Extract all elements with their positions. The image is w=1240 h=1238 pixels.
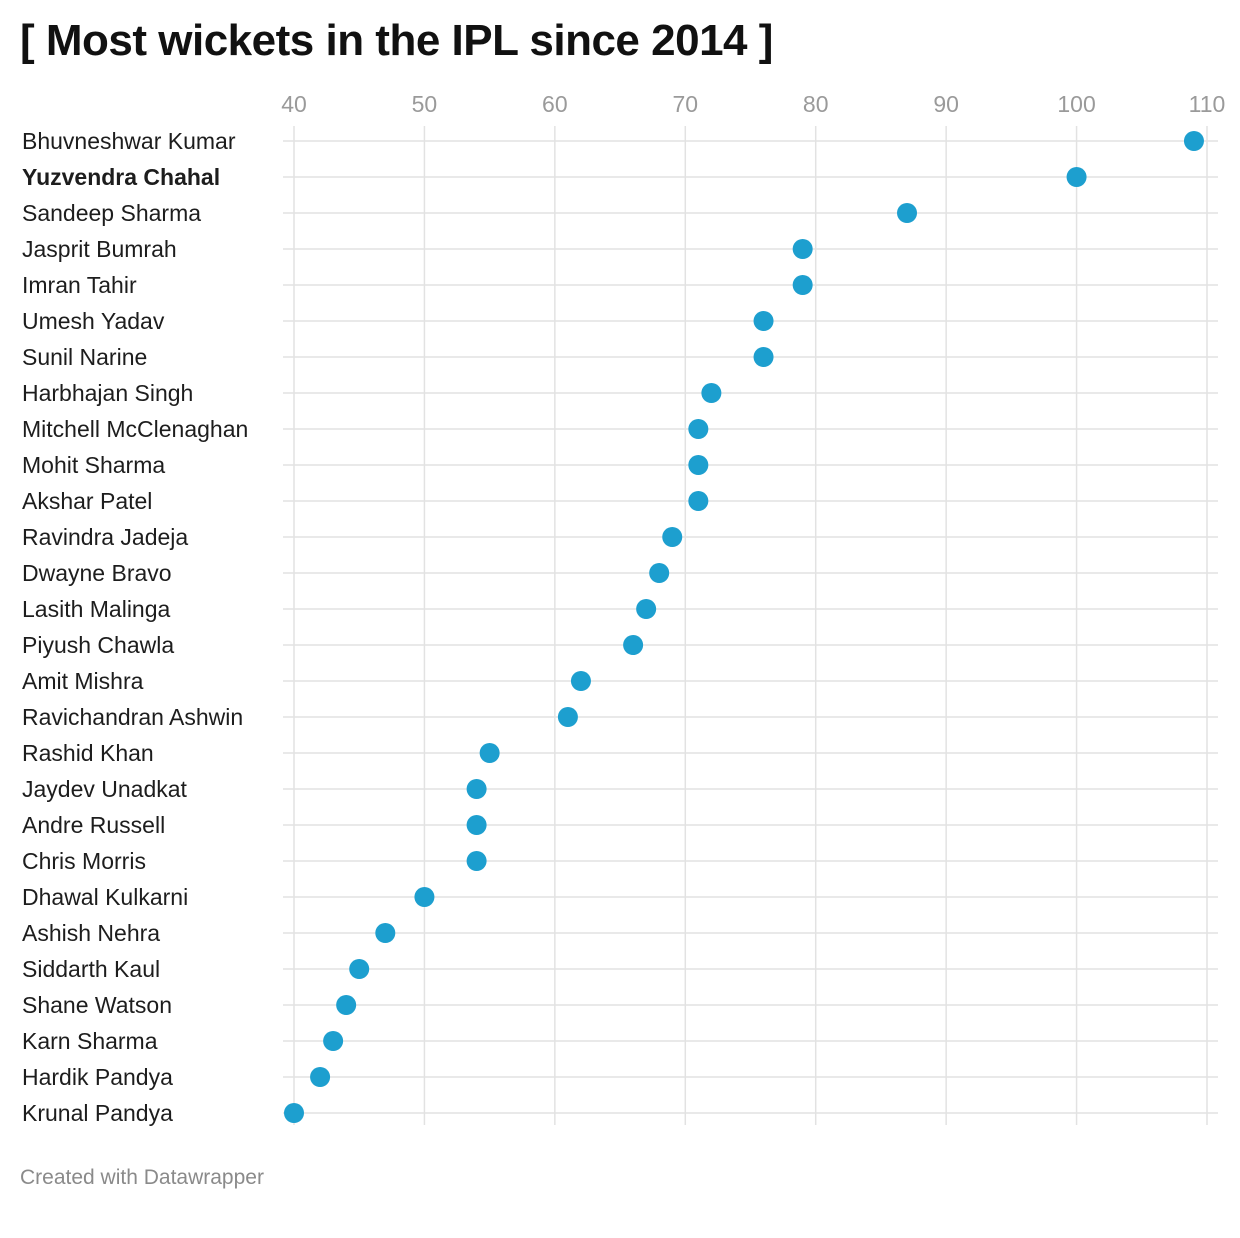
category-label: Yuzvendra Chahal <box>22 164 220 190</box>
category-labels: Bhuvneshwar Kumar Yuzvendra Chahal Sandeep… <box>22 128 248 1126</box>
x-tick-label: 60 <box>542 91 568 117</box>
category-label: Mitchell McClenaghan <box>22 416 248 442</box>
data-point[interactable] <box>466 851 487 871</box>
data-point[interactable] <box>336 995 357 1015</box>
footer-credit: Created with Datawrapper <box>20 1166 264 1189</box>
data-point[interactable] <box>792 275 813 295</box>
data-point[interactable] <box>375 923 396 943</box>
data-point[interactable] <box>753 311 774 331</box>
data-point[interactable] <box>662 527 683 547</box>
x-tick-label: 70 <box>672 91 698 117</box>
data-point[interactable] <box>649 563 670 583</box>
data-point[interactable] <box>688 419 709 439</box>
data-point[interactable] <box>623 635 644 655</box>
category-label: Akshar Patel <box>22 488 152 514</box>
data-point[interactable] <box>557 707 578 727</box>
category-label: Krunal Pandya <box>22 1100 173 1126</box>
data-point[interactable] <box>897 203 918 223</box>
x-tick-label: 80 <box>803 91 829 117</box>
x-axis-ticks: 40 50 60 70 80 90 100 110 <box>281 91 1225 117</box>
category-label: Andre Russell <box>22 812 165 838</box>
category-label: Shane Watson <box>22 992 172 1018</box>
category-label: Mohit Sharma <box>22 452 165 478</box>
category-label: Karn Sharma <box>22 1028 158 1054</box>
category-label: Sandeep Sharma <box>22 200 201 226</box>
data-point[interactable] <box>466 815 487 835</box>
data-point[interactable] <box>688 455 709 475</box>
data-point[interactable] <box>479 743 500 763</box>
category-label: Harbhajan Singh <box>22 380 193 406</box>
category-label: Hardik Pandya <box>22 1064 173 1090</box>
data-point[interactable] <box>753 347 774 367</box>
category-label: Rashid Khan <box>22 740 154 766</box>
x-tick-label: 100 <box>1057 91 1095 117</box>
x-tick-label: 40 <box>281 91 307 117</box>
category-label: Chris Morris <box>22 848 146 874</box>
data-point[interactable] <box>310 1067 331 1087</box>
data-point[interactable] <box>688 491 709 511</box>
data-points <box>284 131 1204 1123</box>
category-label: Jasprit Bumrah <box>22 236 177 262</box>
x-tick-label: 110 <box>1189 91 1226 117</box>
data-point[interactable] <box>284 1103 304 1123</box>
grid-lines <box>283 126 1218 1125</box>
category-label: Jaydev Unadkat <box>22 776 188 802</box>
chart-title: [ Most wickets in the IPL since 2014 ] <box>20 16 773 65</box>
data-point[interactable] <box>792 239 813 259</box>
data-point[interactable] <box>636 599 657 619</box>
category-label: Sunil Narine <box>22 344 147 370</box>
category-label: Dhawal Kulkarni <box>22 884 188 910</box>
data-point[interactable] <box>414 887 435 907</box>
data-point[interactable] <box>570 671 591 691</box>
category-label: Amit Mishra <box>22 668 144 694</box>
data-point[interactable] <box>323 1031 344 1051</box>
category-label: Siddarth Kaul <box>22 956 160 982</box>
x-tick-label: 90 <box>933 91 959 117</box>
category-label: Piyush Chawla <box>22 632 174 658</box>
category-label: Lasith Malinga <box>22 596 171 622</box>
data-point[interactable] <box>349 959 370 979</box>
data-point[interactable] <box>466 779 487 799</box>
data-point[interactable] <box>1066 167 1087 187</box>
data-point[interactable] <box>1183 131 1204 151</box>
category-label: Umesh Yadav <box>22 308 165 334</box>
category-label: Dwayne Bravo <box>22 560 172 586</box>
x-tick-label: 50 <box>412 91 438 117</box>
category-label: Ashish Nehra <box>22 920 160 946</box>
category-label: Imran Tahir <box>22 272 137 298</box>
category-label: Ravindra Jadeja <box>22 524 188 550</box>
data-point[interactable] <box>701 383 722 403</box>
category-label: Bhuvneshwar Kumar <box>22 128 236 154</box>
category-label: Ravichandran Ashwin <box>22 704 243 730</box>
